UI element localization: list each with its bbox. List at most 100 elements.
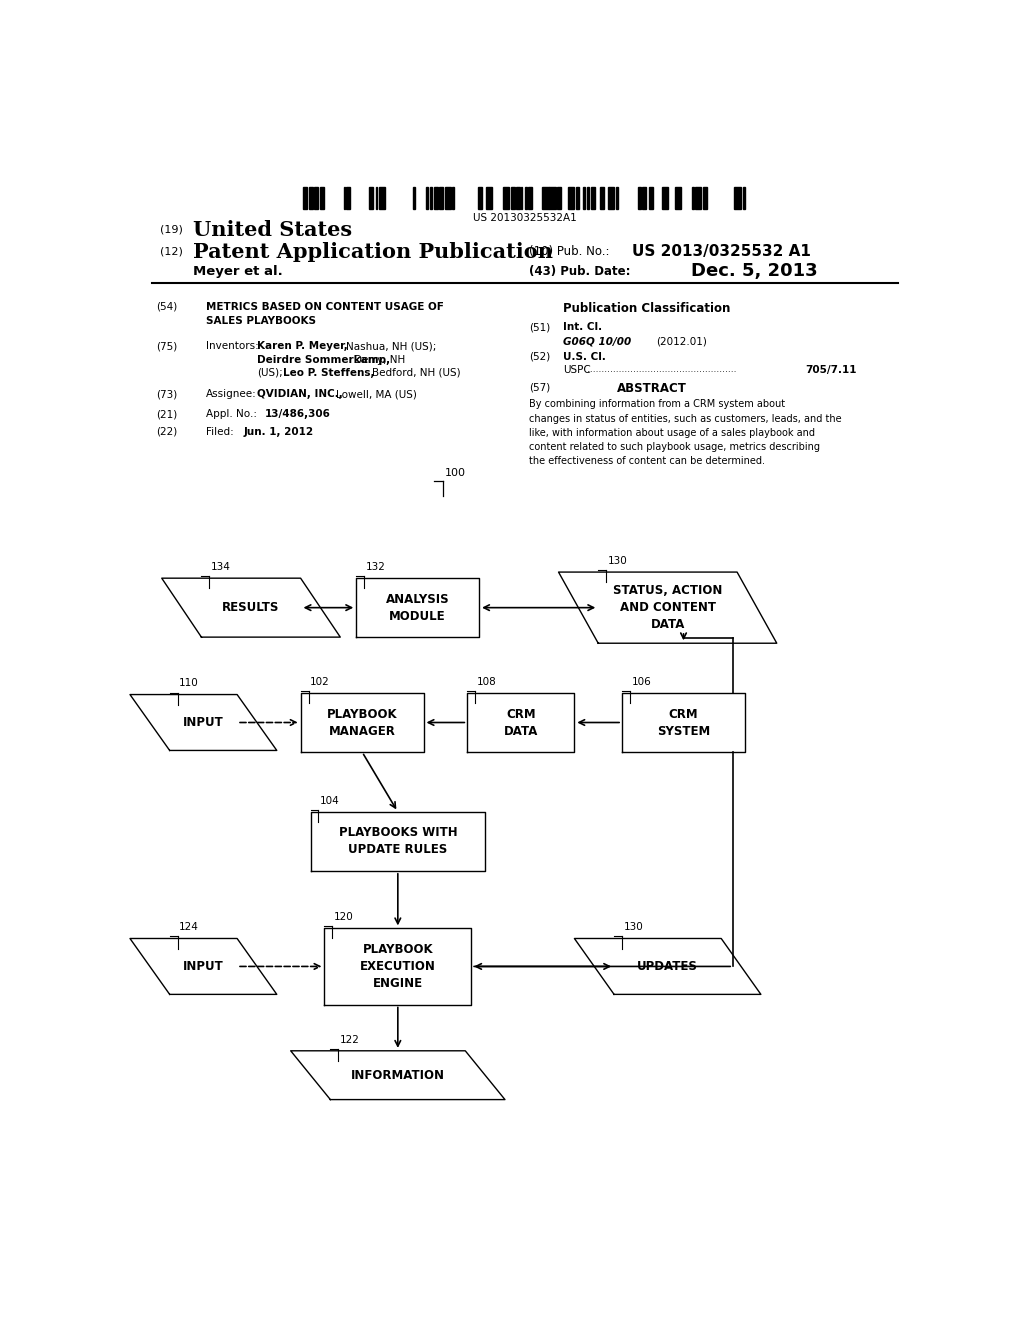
Text: INFORMATION: INFORMATION [351,1069,444,1081]
Bar [642,187,646,210]
Bar [413,187,416,210]
Text: Inventors:: Inventors: [206,342,258,351]
Text: Filed:: Filed: [206,426,233,437]
Text: Assignee:: Assignee: [206,389,257,399]
Bar [550,187,556,210]
Bar [734,187,740,210]
Bar [543,187,549,210]
Text: Lowell, MA (US): Lowell, MA (US) [336,389,417,399]
Text: US 2013/0325532 A1: US 2013/0325532 A1 [632,244,811,260]
Text: CRM
DATA: CRM DATA [504,708,538,738]
Text: (75): (75) [157,342,178,351]
Text: Dec. 5, 2013: Dec. 5, 2013 [691,263,818,280]
Bar [503,187,509,210]
Text: (51): (51) [528,322,550,333]
Bar [511,187,515,210]
Text: 130: 130 [607,556,628,566]
Bar [346,187,350,210]
Text: United States: United States [194,219,352,239]
Text: Bedford, NH (US): Bedford, NH (US) [372,368,460,378]
Text: INPUT: INPUT [183,960,224,973]
Bar [430,187,432,210]
Text: (22): (22) [157,426,178,437]
Bar [309,187,313,210]
Text: U.S. Cl.: U.S. Cl. [563,351,606,362]
Text: 13/486,306: 13/486,306 [264,409,331,420]
Text: Patent Application Publication: Patent Application Publication [194,242,553,261]
Bar [379,187,385,210]
Text: INPUT: INPUT [183,715,224,729]
Text: 120: 120 [334,912,353,923]
Text: Leo P. Steffens,: Leo P. Steffens, [283,368,374,378]
Text: 108: 108 [477,677,497,686]
Text: PLAYBOOK
EXECUTION
ENGINE: PLAYBOOK EXECUTION ENGINE [359,942,436,990]
Bar [313,187,317,210]
Bar [600,187,604,210]
Text: 106: 106 [632,677,651,686]
Text: STATUS, ACTION
AND CONTENT
DATA: STATUS, ACTION AND CONTENT DATA [613,585,722,631]
Text: 100: 100 [444,467,466,478]
Bar [516,187,520,210]
Text: UPDATES: UPDATES [637,960,698,973]
Text: Karen P. Meyer,: Karen P. Meyer, [257,342,348,351]
Text: Derry, NH: Derry, NH [354,355,406,364]
Text: ABSTRACT: ABSTRACT [616,381,687,395]
Text: PLAYBOOKS WITH
UPDATE RULES: PLAYBOOKS WITH UPDATE RULES [339,826,457,857]
Text: 124: 124 [179,923,199,932]
Bar [702,187,707,210]
Bar [444,187,451,210]
Text: 110: 110 [179,678,199,689]
Text: 130: 130 [624,923,643,932]
Text: US 20130325532A1: US 20130325532A1 [473,214,577,223]
Text: (2012.01): (2012.01) [655,337,707,346]
Bar [616,187,617,210]
Text: Appl. No.:: Appl. No.: [206,409,257,420]
Bar [426,187,428,210]
Text: (10) Pub. No.:: (10) Pub. No.: [528,246,609,259]
Bar [591,187,595,210]
Text: RESULTS: RESULTS [222,601,280,614]
Text: 104: 104 [321,796,340,805]
Bar [692,187,694,210]
Text: (73): (73) [157,389,178,399]
Bar [583,187,585,210]
Text: (21): (21) [157,409,178,420]
Text: 132: 132 [366,562,386,572]
Text: changes in status of entities, such as customers, leads, and the: changes in status of entities, such as c… [528,413,842,424]
Text: (52): (52) [528,351,550,362]
Text: By combining information from a CRM system about: By combining information from a CRM syst… [528,399,784,409]
Text: QVIDIAN, INC.,: QVIDIAN, INC., [257,389,343,399]
Bar [370,187,373,210]
Bar [557,187,560,210]
Bar [528,187,531,210]
Text: (19): (19) [160,224,182,235]
Text: 102: 102 [310,677,330,686]
Bar [486,187,493,210]
Bar [608,187,614,210]
Bar [525,187,527,210]
Text: Nashua, NH (US);: Nashua, NH (US); [346,342,436,351]
Text: (43) Pub. Date:: (43) Pub. Date: [528,265,630,277]
Text: METRICS BASED ON CONTENT USAGE OF: METRICS BASED ON CONTENT USAGE OF [206,302,443,312]
Text: 122: 122 [340,1035,359,1044]
Bar [439,187,443,210]
Bar [478,187,482,210]
Text: ....................................................: ........................................… [587,364,736,374]
Text: CRM
SYSTEM: CRM SYSTEM [656,708,711,738]
Text: (54): (54) [157,302,178,312]
Text: Deirdre Sommerkamp,: Deirdre Sommerkamp, [257,355,390,364]
Bar [694,187,701,210]
Bar [675,187,681,210]
Text: (12): (12) [160,247,182,257]
Bar [638,187,641,210]
Bar [521,187,522,210]
Text: ANALYSIS
MODULE: ANALYSIS MODULE [386,593,450,623]
Bar [743,187,745,210]
Text: the effectiveness of content can be determined.: the effectiveness of content can be dete… [528,457,765,466]
Text: 705/7.11: 705/7.11 [805,364,856,375]
Text: content related to such playbook usage, metrics describing: content related to such playbook usage, … [528,442,820,451]
Bar [303,187,306,210]
Bar [663,187,669,210]
Bar [433,187,437,210]
Text: USPC: USPC [563,364,591,375]
